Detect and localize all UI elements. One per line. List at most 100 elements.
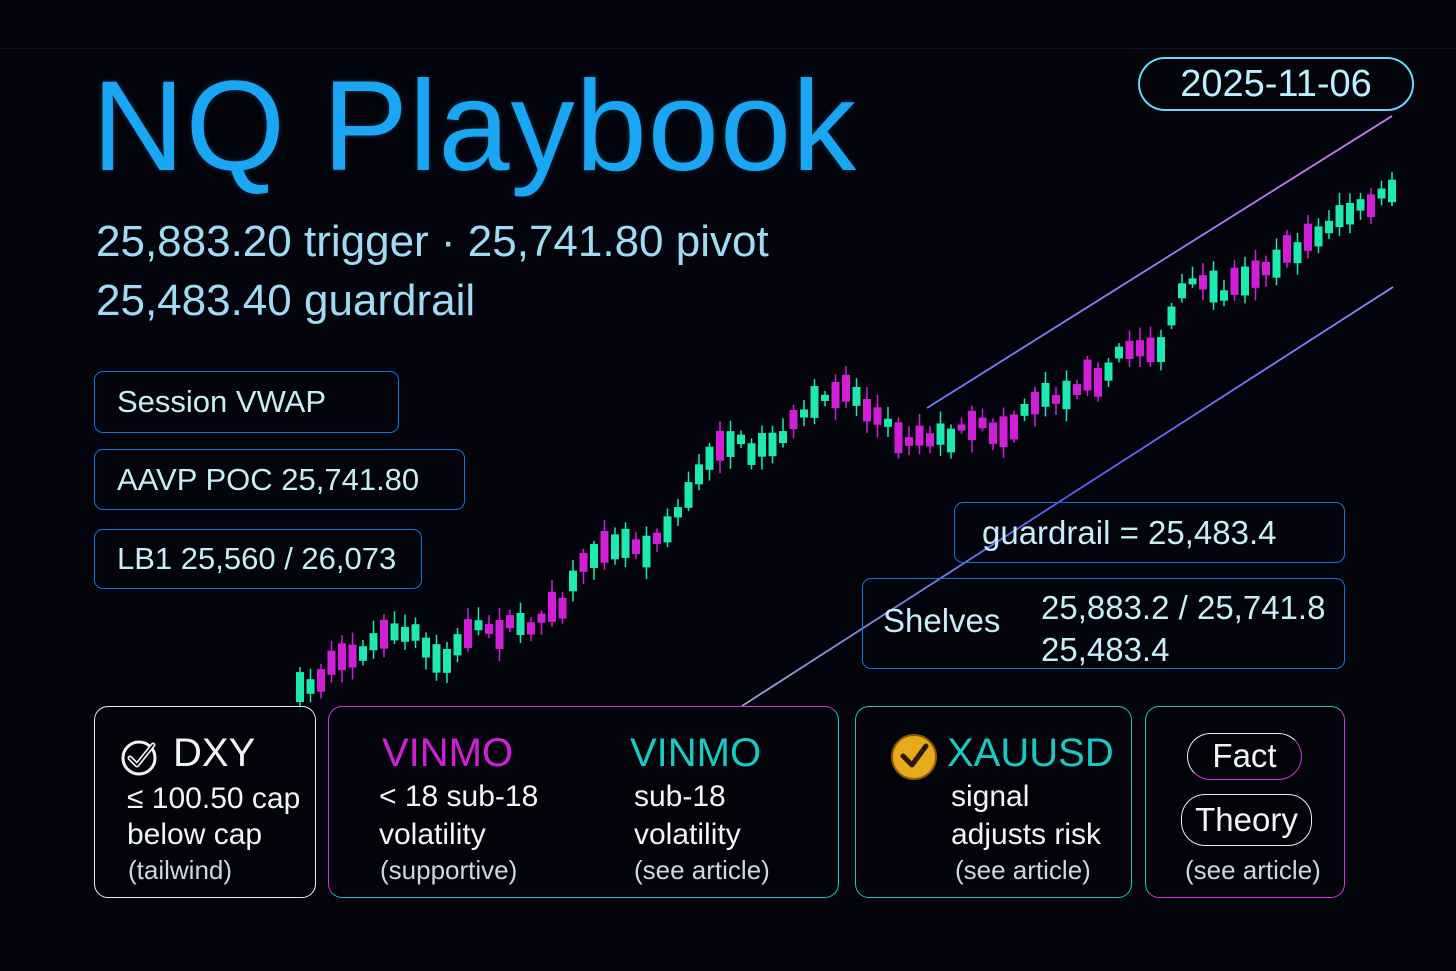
bear-candle [873,407,882,425]
bull-candle [1041,382,1050,407]
bull-candle [621,528,630,558]
bear-candle [380,619,388,649]
bear-candle [842,374,850,402]
bear-candle [600,530,609,563]
bull-candle [296,672,304,703]
bear-candle [1094,368,1102,397]
bull-candle [1293,242,1302,264]
bull-candle [432,644,441,673]
bull-candle [1062,380,1071,410]
bull-candle [401,626,409,642]
bear-candle [653,532,661,544]
vinmo-card: VINMO < 18 sub-18 volatility (supportive… [328,706,839,898]
bull-candle [359,646,367,661]
xauusd-card: XAUUSD signal adjusts risk (see article) [855,706,1132,898]
bull-candle [453,634,462,656]
vinmo-left-title: VINMO [382,731,514,775]
bear-candle [579,552,588,572]
dxy-line-3: (tailwind) [128,855,233,885]
bear-candle [957,424,966,431]
bull-candle [852,386,861,406]
bear-candle [989,422,997,444]
candles-group [296,172,1396,713]
shelves-chip: Shelves 25,883.2 / 25,741.8 25,483.4 [862,578,1345,669]
bull-candle [1314,226,1323,247]
bear-candle [527,622,535,635]
bull-candle [1188,278,1197,285]
bull-candle [884,418,892,427]
bull-candle [800,409,808,418]
xauusd-line-2: adjusts risk [951,818,1102,851]
aavp-poc-chip: AAVP POC 25,741.80 [94,449,465,510]
vinmo-left-line-2: volatility [379,818,486,851]
gold-check-badge-icon [891,734,937,780]
bull-candle [306,679,315,694]
shelves-values-1: 25,883.2 / 25,741.8 [1041,589,1326,626]
bear-candle [558,597,567,619]
bear-candle [789,409,798,430]
bull-candle [590,544,598,568]
bull-candle [1388,179,1396,203]
bull-candle [768,432,777,457]
bull-candle [726,431,735,457]
bear-candle [968,410,976,441]
dxy-line-1: ≤ 100.50 cap [127,782,301,815]
bull-candle [1167,306,1176,326]
bear-candle [1052,395,1060,404]
bear-candle [348,644,357,668]
bear-candle [464,619,472,648]
bull-candle [758,433,766,457]
bear-candle [863,398,871,422]
session-vwap-chip: Session VWAP [94,371,399,433]
vinmo-right-line-2: volatility [634,818,741,851]
bear-candle [485,624,493,634]
bear-candle [1010,414,1018,440]
bull-candle [705,446,714,470]
bull-candle [1115,346,1123,359]
bull-candle [611,534,619,560]
vinmo-right-title: VINMO [630,731,762,775]
xauusd-line-1: signal [951,780,1030,813]
vinmo-right-line-3: (see article) [634,855,770,885]
bear-candle [926,433,934,447]
bear-candle [1283,235,1291,263]
bull-candle [1178,283,1186,299]
lb1-chip: LB1 25,560 / 26,073 [94,529,422,589]
bull-candle [1157,337,1165,362]
fact-theory-card: Fact Theory (see article) [1145,706,1345,898]
channel-upper-line [926,115,1393,409]
bull-candle [1346,202,1354,225]
bull-candle [810,386,819,418]
bull-candle [1241,266,1249,296]
dxy-line-2: below cap [127,818,263,851]
bull-candle [684,482,693,508]
bear-candle [1146,337,1155,363]
theory-pill: Theory [1181,794,1312,846]
bull-candle [737,434,745,445]
bear-candle [1031,391,1039,415]
dxy-title: DXY [173,731,256,775]
bull-candle [411,624,420,641]
bull-candle [474,620,483,631]
bull-candle [369,633,378,651]
bear-candle [915,425,924,446]
bull-candle [747,443,756,465]
bear-candle [1136,340,1144,357]
bull-candle [779,431,787,444]
bull-candle [936,423,945,445]
bear-candle [905,437,913,446]
fact-pill: Fact [1187,733,1302,780]
bull-candle [663,516,672,543]
bear-candle [537,613,546,623]
bull-candle [1104,362,1113,381]
bear-candle [1083,359,1092,391]
bear-candle [1304,223,1312,251]
bear-candle [1251,260,1260,288]
bull-candle [422,637,430,658]
date-badge: 2025-11-06 [1138,57,1414,111]
top-divider [0,48,1456,49]
bull-candle [642,535,651,568]
bull-candle [1335,205,1344,228]
bull-candle [1220,290,1228,301]
